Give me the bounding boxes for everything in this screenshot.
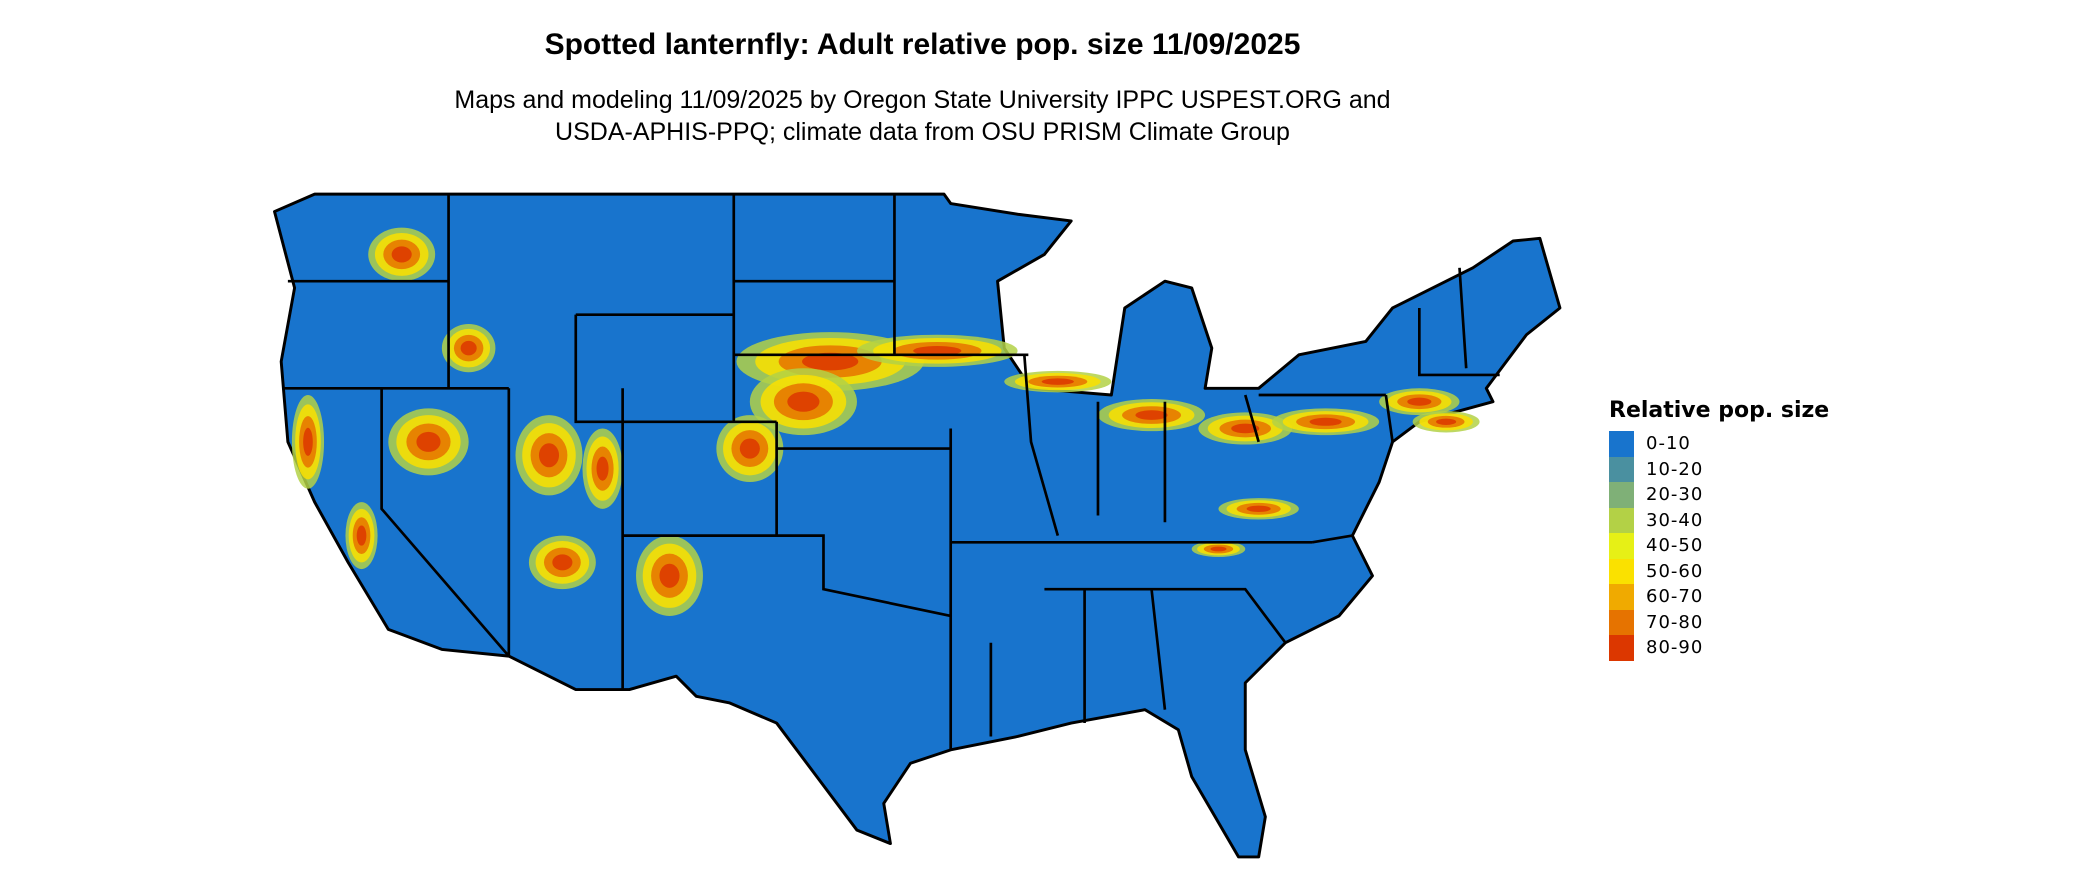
population-hotspot [1309, 417, 1342, 426]
population-hotspot [460, 340, 477, 356]
legend-label: 40-50 [1646, 535, 1704, 557]
population-hotspot [913, 345, 962, 356]
legend-swatch [1609, 456, 1634, 482]
legend-item: 20-30 [1609, 482, 1829, 508]
legend-item: 70-80 [1609, 609, 1829, 635]
population-hotspot [538, 443, 560, 468]
population-hotspot [1436, 418, 1457, 425]
population-hotspot [1210, 546, 1227, 552]
population-hotspot [391, 246, 412, 263]
legend-swatch [1609, 558, 1634, 584]
population-hotspot [1041, 378, 1074, 385]
legend-label: 70-80 [1646, 611, 1704, 633]
legend-swatch [1609, 609, 1634, 635]
population-hotspot [303, 427, 313, 456]
population-hotspot [1135, 410, 1168, 420]
population-hotspot [356, 525, 367, 546]
population-hotspot [1231, 423, 1260, 434]
legend-item: 60-70 [1609, 584, 1829, 610]
subtitle-line-1: Maps and modeling 11/09/2025 by Oregon S… [454, 86, 1391, 114]
chart-title: Spotted lanternfly: Adult relative pop. … [544, 28, 1301, 61]
legend-items: 0-10 10-20 20-30 30-40 40-50 50-60 60-70 70-80 8… [1609, 431, 1829, 661]
population-hotspot [416, 431, 441, 452]
legend-item: 0-10 [1609, 431, 1829, 457]
legend-swatch [1609, 431, 1634, 457]
legend-label: 80-90 [1646, 637, 1704, 659]
legend-item: 10-20 [1609, 456, 1829, 482]
us-outline [273, 192, 1562, 859]
legend-swatch [1609, 482, 1634, 508]
legend-label: 20-30 [1646, 484, 1704, 506]
legend-item: 80-90 [1609, 635, 1829, 661]
legend-label: 30-40 [1646, 509, 1704, 531]
legend-label: 50-60 [1646, 560, 1704, 582]
legend-item: 30-40 [1609, 507, 1829, 533]
population-hotspot [1407, 397, 1432, 406]
legend-swatch [1609, 584, 1634, 610]
legend-swatch [1609, 507, 1634, 533]
population-hotspot [787, 391, 820, 412]
legend-title: Relative pop. size [1609, 398, 1830, 423]
population-hotspot [659, 563, 680, 588]
legend-label: 10-20 [1646, 458, 1704, 480]
subtitle-line-2: USDA-APHIS-PPQ; climate data from OSU PR… [555, 118, 1290, 146]
legend: Relative pop. size 0-10 10-20 20-30 30-40 40… [1609, 398, 1829, 661]
population-hotspot [552, 554, 573, 571]
legend-label: 0-10 [1646, 433, 1691, 455]
state-borders [283, 194, 1500, 750]
chart-subtitle: Maps and modeling 11/09/2025 by Oregon S… [0, 84, 1845, 148]
legend-swatch [1609, 635, 1634, 661]
population-hotspot [1246, 505, 1271, 513]
legend-item: 40-50 [1609, 533, 1829, 559]
legend-swatch [1609, 533, 1634, 559]
population-hotspot [596, 456, 609, 481]
legend-item: 50-60 [1609, 558, 1829, 584]
population-hotspot [739, 438, 760, 459]
legend-label: 60-70 [1646, 586, 1704, 608]
population-hotspot [802, 352, 859, 371]
